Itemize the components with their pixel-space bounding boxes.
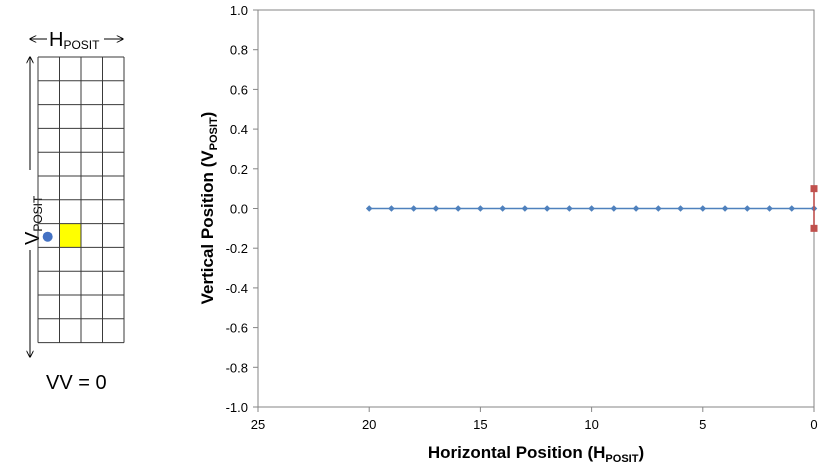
series-1-point	[410, 205, 417, 212]
series-1-point	[365, 205, 373, 212]
series-1-point	[499, 205, 506, 212]
series-1-point	[432, 205, 440, 212]
series-1-point	[632, 205, 640, 212]
series-2-point	[810, 224, 818, 232]
x-tick-label: 5	[699, 417, 706, 432]
position-chart: 1.0 0.8 0.6 0.4 0.2 0.0 -0.2 -0.4 -0.6 -0.8 -1.0 2…	[198, 3, 818, 465]
y-tick-label: 0.0	[230, 202, 248, 217]
series-1-point	[454, 205, 462, 212]
h-posit-label: HPOSIT	[49, 29, 100, 52]
y-tick-label: 0.2	[230, 162, 248, 177]
y-tick-label: -1.0	[226, 400, 248, 415]
y-tick-label: -0.4	[226, 281, 248, 296]
y-axis-title: Vertical Position (VPOSIT)	[198, 112, 220, 305]
x-axis: 25 20 15 10 5 0	[251, 407, 818, 432]
vv-caption: VV = 0	[46, 372, 107, 394]
x-tick-label: 20	[362, 417, 376, 432]
y-axis: 1.0 0.8 0.6 0.4 0.2 0.0 -0.2 -0.4 -0.6 -0.8 -1.0	[226, 3, 258, 415]
series-1-point	[477, 205, 484, 212]
v-posit-label: VPOSIT	[22, 195, 45, 245]
screen-grid	[37, 56, 125, 344]
series-1-point	[655, 205, 662, 212]
y-tick-label: 0.6	[230, 82, 248, 97]
series-1-point	[521, 205, 529, 212]
series-1-point	[388, 205, 395, 212]
series-1-point	[699, 205, 707, 212]
series-1-point	[588, 205, 595, 212]
series-1-point	[766, 205, 773, 212]
y-tick-label: -0.8	[226, 360, 248, 375]
series-2-point	[810, 185, 818, 193]
y-tick-label: 0.4	[230, 122, 248, 137]
series-1-point	[566, 205, 573, 212]
series-1-point	[721, 205, 729, 212]
position-dot	[42, 231, 53, 242]
series-layer	[365, 185, 818, 232]
x-tick-label: 25	[251, 417, 265, 432]
series-1-point	[677, 205, 684, 212]
y-tick-label: 0.8	[230, 43, 248, 58]
position-diagram: HPOSIT VPOSIT VV = 0	[22, 29, 125, 394]
y-tick-label: -0.2	[226, 241, 248, 256]
series-1-point	[610, 205, 618, 212]
x-tick-label: 0	[810, 417, 817, 432]
y-tick-label: -0.6	[226, 321, 248, 336]
x-axis-title: Horizontal Position (HPOSIT)	[428, 443, 644, 465]
series-1-point	[743, 205, 751, 212]
series-1-point	[788, 205, 796, 212]
x-tick-label: 15	[473, 417, 487, 432]
highlight-cell	[59, 223, 81, 248]
y-tick-label: 1.0	[230, 3, 248, 18]
x-tick-label: 10	[584, 417, 598, 432]
series-1-point	[543, 205, 551, 212]
